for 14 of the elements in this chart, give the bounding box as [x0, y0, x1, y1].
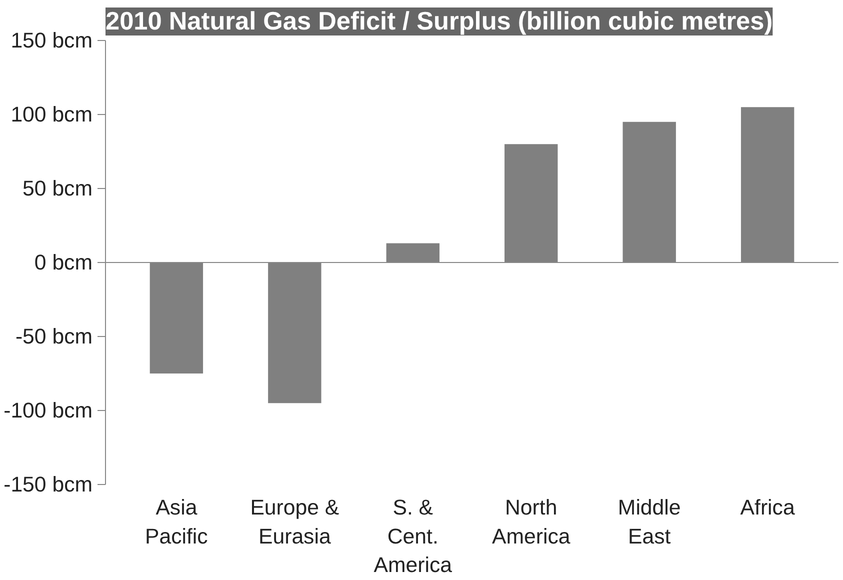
x-tick-label: Africa [740, 496, 795, 520]
chart-title: 2010 Natural Gas Deficit / Surplus (billion cubic metres) [106, 8, 773, 36]
y-tick-label: 0 bcm [34, 250, 93, 274]
y-tick-label: -150 bcm [4, 472, 92, 496]
x-tick-label: Asia Pacific [145, 496, 208, 548]
y-tick-label: 100 bcm [10, 102, 93, 126]
x-tick-label: North America [492, 496, 570, 548]
y-tick-label: -100 bcm [4, 398, 92, 422]
y-tick-label: -50 bcm [15, 324, 93, 348]
y-tick-label: 150 bcm [10, 28, 93, 52]
x-tick-label: S. & Cent. America [374, 496, 452, 578]
x-tick-label: Middle East [618, 496, 681, 548]
x-tick-label: Europe & Eurasia [250, 496, 340, 548]
y-tick-label: 50 bcm [22, 176, 93, 200]
